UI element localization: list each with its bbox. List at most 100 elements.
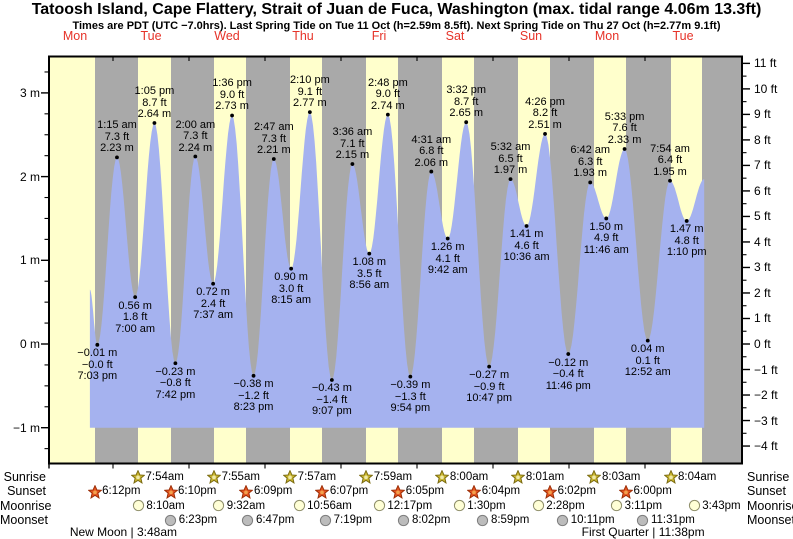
feet-axis-label: 3 ft bbox=[754, 260, 771, 275]
moonset-row-label-left: Moonset bbox=[0, 513, 48, 527]
feet-axis-label: −3 ft bbox=[754, 413, 778, 428]
low-tide-annotation: −0.01 m −0.0 ft 7:03 pm bbox=[49, 348, 145, 383]
sunset-time: 6:09pm bbox=[253, 485, 293, 497]
sunrise-icon bbox=[130, 469, 146, 484]
annotation-line: 0.56 m bbox=[118, 299, 152, 312]
annotation-line: 1:15 am bbox=[97, 119, 137, 132]
moonrise-time: 9:32am bbox=[226, 499, 266, 512]
annotation-line: −1.4 ft bbox=[316, 393, 348, 406]
annotation-line: 5:32 am bbox=[490, 141, 531, 154]
annotation-line: 1.41 m bbox=[509, 228, 544, 241]
annotation-line: −0.0 ft bbox=[81, 358, 113, 371]
annotation-line: 11:46 pm bbox=[545, 379, 591, 392]
moonrise-time: 10:56am bbox=[307, 499, 352, 512]
annotation-line: 8.2 ft bbox=[532, 107, 558, 120]
sunrise-time: 8:04am bbox=[678, 470, 717, 483]
day-of-week: Thu bbox=[292, 29, 314, 43]
low-tide-annotation: −0.43 m −1.4 ft 9:07 pm bbox=[284, 383, 380, 418]
annotation-line: 2.24 m bbox=[178, 141, 213, 154]
annotation-line: 7.1 ft bbox=[340, 137, 365, 150]
sunset-time: 6:04pm bbox=[481, 485, 521, 497]
annotation-line: 6.8 ft bbox=[419, 145, 444, 158]
annotation-line: 7.6 ft bbox=[612, 122, 637, 135]
annotation-line: 1.08 m bbox=[352, 256, 387, 269]
meters-axis-label: 1 m bbox=[19, 253, 40, 268]
moonset-time: 11:31pm bbox=[650, 514, 695, 526]
annotation-line: 2:10 pm bbox=[289, 74, 330, 87]
annotation-line: −0.01 m bbox=[77, 347, 118, 360]
moonset-time: 10:11pm bbox=[570, 514, 615, 526]
annotation-line: 2.21 m bbox=[256, 144, 291, 157]
low-tide-annotation: 1.41 m 4.6 ft 10:36 am bbox=[479, 229, 575, 264]
moonrise-icon bbox=[610, 499, 624, 513]
annotation-line: 1.47 m bbox=[669, 223, 704, 236]
sunset-time: 6:10pm bbox=[178, 485, 217, 497]
annotation-line: −0.4 ft bbox=[552, 368, 584, 381]
annotation-line: 3.5 ft bbox=[357, 267, 382, 280]
sunrise-icon bbox=[662, 469, 679, 484]
feet-axis-label: 7 ft bbox=[754, 158, 771, 173]
day-of-week: Tue bbox=[672, 29, 694, 43]
annotation-line: −1.3 ft bbox=[394, 390, 426, 403]
sunrise-time: 7:57am bbox=[297, 470, 337, 483]
sunset-icon bbox=[162, 483, 179, 499]
annotation-line: 7:42 pm bbox=[155, 388, 196, 401]
annotation-line: 2.73 m bbox=[215, 100, 249, 113]
sunset-icon bbox=[238, 483, 255, 499]
annotation-line: 9.1 ft bbox=[297, 85, 323, 98]
moonset-row-label-right: Moonset bbox=[747, 513, 793, 527]
annotation-line: 1.50 m bbox=[589, 220, 624, 233]
annotation-line: −1.2 ft bbox=[238, 389, 269, 402]
sunrise-icon bbox=[358, 469, 374, 484]
meters-axis-label: −1 m bbox=[12, 420, 40, 435]
annotation-line: 1:05 pm bbox=[134, 85, 175, 98]
annotation-line: 4.6 ft bbox=[514, 239, 539, 252]
page-title: Tatoosh Island, Cape Flattery, Strait of… bbox=[31, 1, 762, 18]
annotation-line: 0.72 m bbox=[196, 286, 230, 299]
sunrise-time: 8:01am bbox=[525, 470, 565, 483]
moonrise-icon bbox=[132, 499, 146, 513]
low-tide-annotation: 0.04 m 0.1 ft 12:52 am bbox=[600, 344, 696, 379]
sunrise-icon bbox=[434, 469, 450, 484]
annotation-line: 12:52 am bbox=[624, 366, 671, 379]
moonrise-icon bbox=[293, 499, 307, 513]
annotation-line: 2.33 m bbox=[607, 133, 642, 146]
low-tide-annotation: 0.56 m 1.8 ft 7:00 am bbox=[87, 299, 183, 336]
annotation-line: 1:36 pm bbox=[212, 77, 252, 90]
sunset-icon bbox=[314, 483, 330, 499]
annotation-line: 10:36 am bbox=[503, 251, 550, 264]
moonrise-row-label-right: Moonrise bbox=[747, 498, 793, 513]
annotation-line: 8.7 ft bbox=[142, 96, 167, 109]
meters-axis-label: 0 m bbox=[19, 337, 40, 351]
annotation-line: 5:33 pm bbox=[604, 110, 645, 123]
moonrise-icon bbox=[532, 499, 546, 513]
annotation-line: 2.74 m bbox=[371, 99, 405, 112]
annotation-line: 3:36 am bbox=[332, 126, 373, 139]
annotation-line: 3.0 ft bbox=[278, 282, 304, 295]
annotation-line: 1.26 m bbox=[430, 241, 465, 254]
low-tide-annotation: −0.23 m −0.8 ft 7:42 pm bbox=[127, 366, 223, 402]
moonset-icon bbox=[319, 514, 333, 528]
annotation-line: 2:47 am bbox=[253, 121, 294, 134]
sunrise-time: 8:00am bbox=[449, 470, 489, 483]
annotation-line: 7.3 ft bbox=[183, 130, 208, 142]
high-tide-annotation: 3:36 am 7.1 ft 2.15 m bbox=[304, 127, 400, 162]
high-tide-annotation: 4:31 am 6.8 ft 2.06 m bbox=[383, 134, 479, 170]
annotation-line: 2.64 m bbox=[137, 108, 172, 121]
annotation-line: 0.04 m bbox=[630, 343, 665, 356]
page-subtitle: Times are PDT (UTC −7.0hrs). Last Spring… bbox=[72, 20, 721, 32]
annotation-line: 2.23 m bbox=[100, 142, 134, 155]
moonset-icon bbox=[397, 514, 411, 528]
annotation-line: 1.93 m bbox=[573, 167, 608, 180]
high-tide-annotation: 5:32 am 6.5 ft 1.97 m bbox=[463, 142, 559, 177]
feet-axis-label: 11 ft bbox=[754, 56, 777, 71]
moonrise-icon bbox=[212, 499, 226, 513]
annotation-line: 0.1 ft bbox=[635, 354, 660, 367]
feet-axis-label: 8 ft bbox=[754, 132, 771, 147]
sunset-icon bbox=[466, 483, 482, 499]
annotation-line: 1.8 ft bbox=[122, 311, 148, 324]
moonrise-icon bbox=[453, 499, 467, 513]
annotation-line: 6.3 ft bbox=[577, 155, 603, 168]
annotation-line: 7:03 pm bbox=[77, 370, 118, 383]
